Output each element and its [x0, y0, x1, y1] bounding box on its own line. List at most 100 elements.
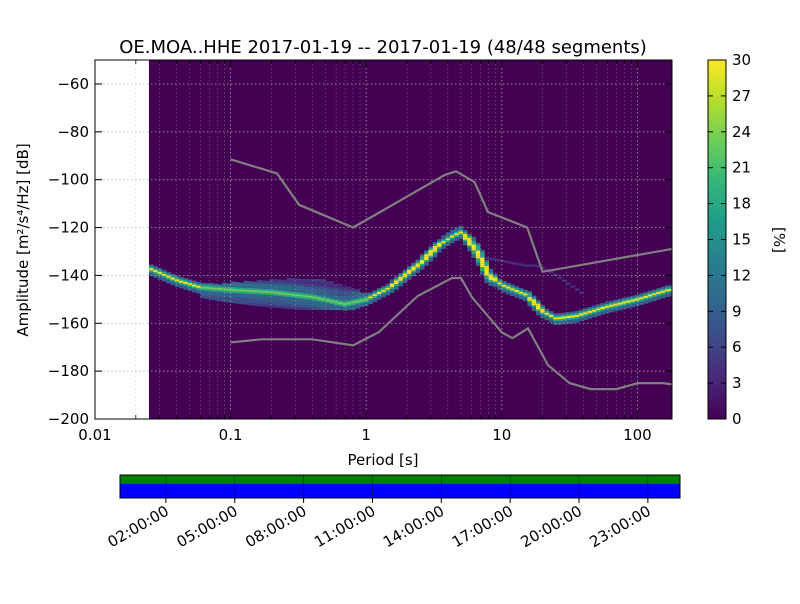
heatmap-cell — [179, 280, 184, 283]
heatmap-cell — [157, 277, 163, 280]
heatmap-cell — [617, 306, 623, 309]
heatmap-cell — [260, 280, 266, 283]
heatmap-cell — [217, 289, 223, 292]
heatmap-cell — [235, 298, 240, 302]
heatmap-cell — [338, 300, 343, 303]
heatmap-cell — [346, 286, 352, 289]
heatmap-cell — [346, 306, 352, 309]
heatmap-cell — [273, 297, 279, 300]
heatmap-cell — [247, 286, 253, 289]
heatmap-cell — [342, 303, 348, 305]
heatmap-cell — [183, 287, 188, 290]
heatmap-cell — [226, 300, 231, 303]
heatmap-cell — [484, 279, 489, 282]
heatmap-cell — [514, 288, 520, 290]
heatmap-cell — [372, 297, 378, 300]
heatmap-cell — [484, 277, 489, 280]
heatmap-cell — [299, 302, 305, 306]
heatmap-cell — [544, 316, 550, 319]
heatmap-cell — [527, 300, 532, 303]
heatmap-cell — [574, 320, 580, 323]
heatmap-cell — [600, 307, 606, 309]
heatmap-cell — [321, 283, 326, 287]
heatmap-cell — [299, 294, 305, 297]
heatmap-cell — [230, 298, 236, 301]
availability-tick-label: 11:00:00 — [311, 502, 378, 551]
heatmap-cell — [570, 315, 575, 318]
heatmap-cell — [290, 293, 296, 296]
availability-bar-gaps — [120, 484, 680, 498]
heatmap-cell — [389, 279, 395, 282]
y-tick-label: −120 — [48, 219, 89, 237]
heatmap-cell — [161, 279, 167, 282]
heatmap-cell — [600, 310, 606, 313]
heatmap-cell — [260, 285, 266, 288]
heatmap-cell — [488, 283, 494, 286]
heatmap-cell — [312, 281, 317, 284]
heatmap-cell — [346, 302, 352, 305]
heatmap-cell — [282, 287, 287, 290]
heatmap-cell — [660, 290, 666, 293]
heatmap-cell — [544, 310, 550, 313]
heatmap-cell — [462, 243, 468, 246]
heatmap-cell — [303, 299, 309, 302]
heatmap-cell — [295, 307, 300, 310]
heatmap-cell — [269, 305, 274, 308]
heatmap-cell — [290, 280, 296, 283]
heatmap-cell — [626, 296, 631, 299]
heatmap-cell — [622, 297, 627, 300]
heatmap-cell — [308, 295, 313, 298]
heatmap-cell — [527, 264, 532, 267]
heatmap-cell — [467, 245, 472, 248]
heatmap-cell — [523, 264, 528, 267]
heatmap-cell — [359, 305, 365, 308]
heatmap-cell — [321, 294, 326, 297]
heatmap-cell — [230, 290, 236, 293]
heatmap-cell — [217, 288, 223, 290]
heatmap-cell — [209, 283, 214, 286]
heatmap-cell — [548, 318, 554, 321]
heatmap-cell — [368, 302, 373, 304]
heatmap-cell — [553, 321, 558, 324]
heatmap-cell — [475, 252, 481, 255]
heatmap-cell — [303, 301, 309, 303]
heatmap-cell — [368, 296, 373, 299]
colorbar-tick-label: 12 — [732, 266, 751, 284]
heatmap-cell — [312, 302, 317, 305]
heatmap-cell — [321, 302, 326, 305]
heatmap-cell — [484, 260, 489, 262]
heatmap-cell — [303, 281, 309, 284]
heatmap-cell — [376, 295, 382, 298]
colorbar: 0 3 6 9 12 15 18 21 24 27 30 [%] — [707, 51, 788, 428]
colorbar-tick-label: 6 — [732, 338, 742, 356]
heatmap-cell — [209, 297, 214, 300]
heatmap-cell — [480, 259, 485, 262]
heatmap-cell — [153, 270, 158, 273]
heatmap-cell — [299, 300, 305, 303]
heatmap-cell — [432, 245, 438, 248]
heatmap-cell — [265, 294, 270, 297]
heatmap-cell — [402, 269, 408, 272]
heatmap-cell — [394, 276, 399, 279]
heatmap-cell — [437, 246, 442, 249]
heatmap-cell — [368, 298, 373, 301]
heatmap-cell — [312, 288, 317, 291]
heatmap-cell — [441, 241, 446, 244]
availability-tick-label: 08:00:00 — [242, 502, 309, 551]
colorbar-tick-label: 15 — [732, 231, 751, 249]
heatmap-cell — [303, 288, 309, 291]
heatmap-cell — [643, 301, 649, 304]
heatmap-cell — [617, 308, 623, 311]
heatmap-cell — [419, 263, 425, 266]
heatmap-cell — [321, 298, 326, 301]
heatmap-cell — [579, 319, 584, 322]
heatmap-cell — [656, 295, 661, 298]
heatmap-cell — [385, 293, 391, 296]
heatmap-cell — [235, 289, 240, 292]
heatmap-cell — [402, 281, 408, 283]
heatmap-cell — [480, 272, 485, 275]
heatmap-cell — [419, 258, 425, 261]
heatmap-cell — [355, 304, 360, 307]
heatmap-cell — [239, 297, 244, 300]
heatmap-cell — [342, 293, 348, 296]
